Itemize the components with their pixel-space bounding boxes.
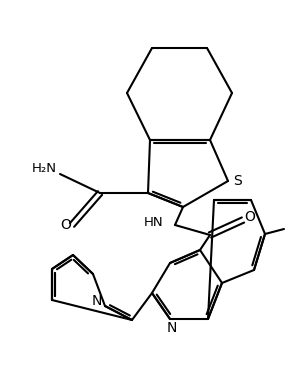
Text: O: O	[61, 218, 72, 232]
Text: O: O	[244, 210, 255, 224]
Text: N: N	[92, 294, 102, 308]
Text: H₂N: H₂N	[32, 162, 57, 176]
Text: HN: HN	[143, 216, 163, 230]
Text: S: S	[234, 174, 242, 188]
Text: N: N	[167, 321, 177, 335]
